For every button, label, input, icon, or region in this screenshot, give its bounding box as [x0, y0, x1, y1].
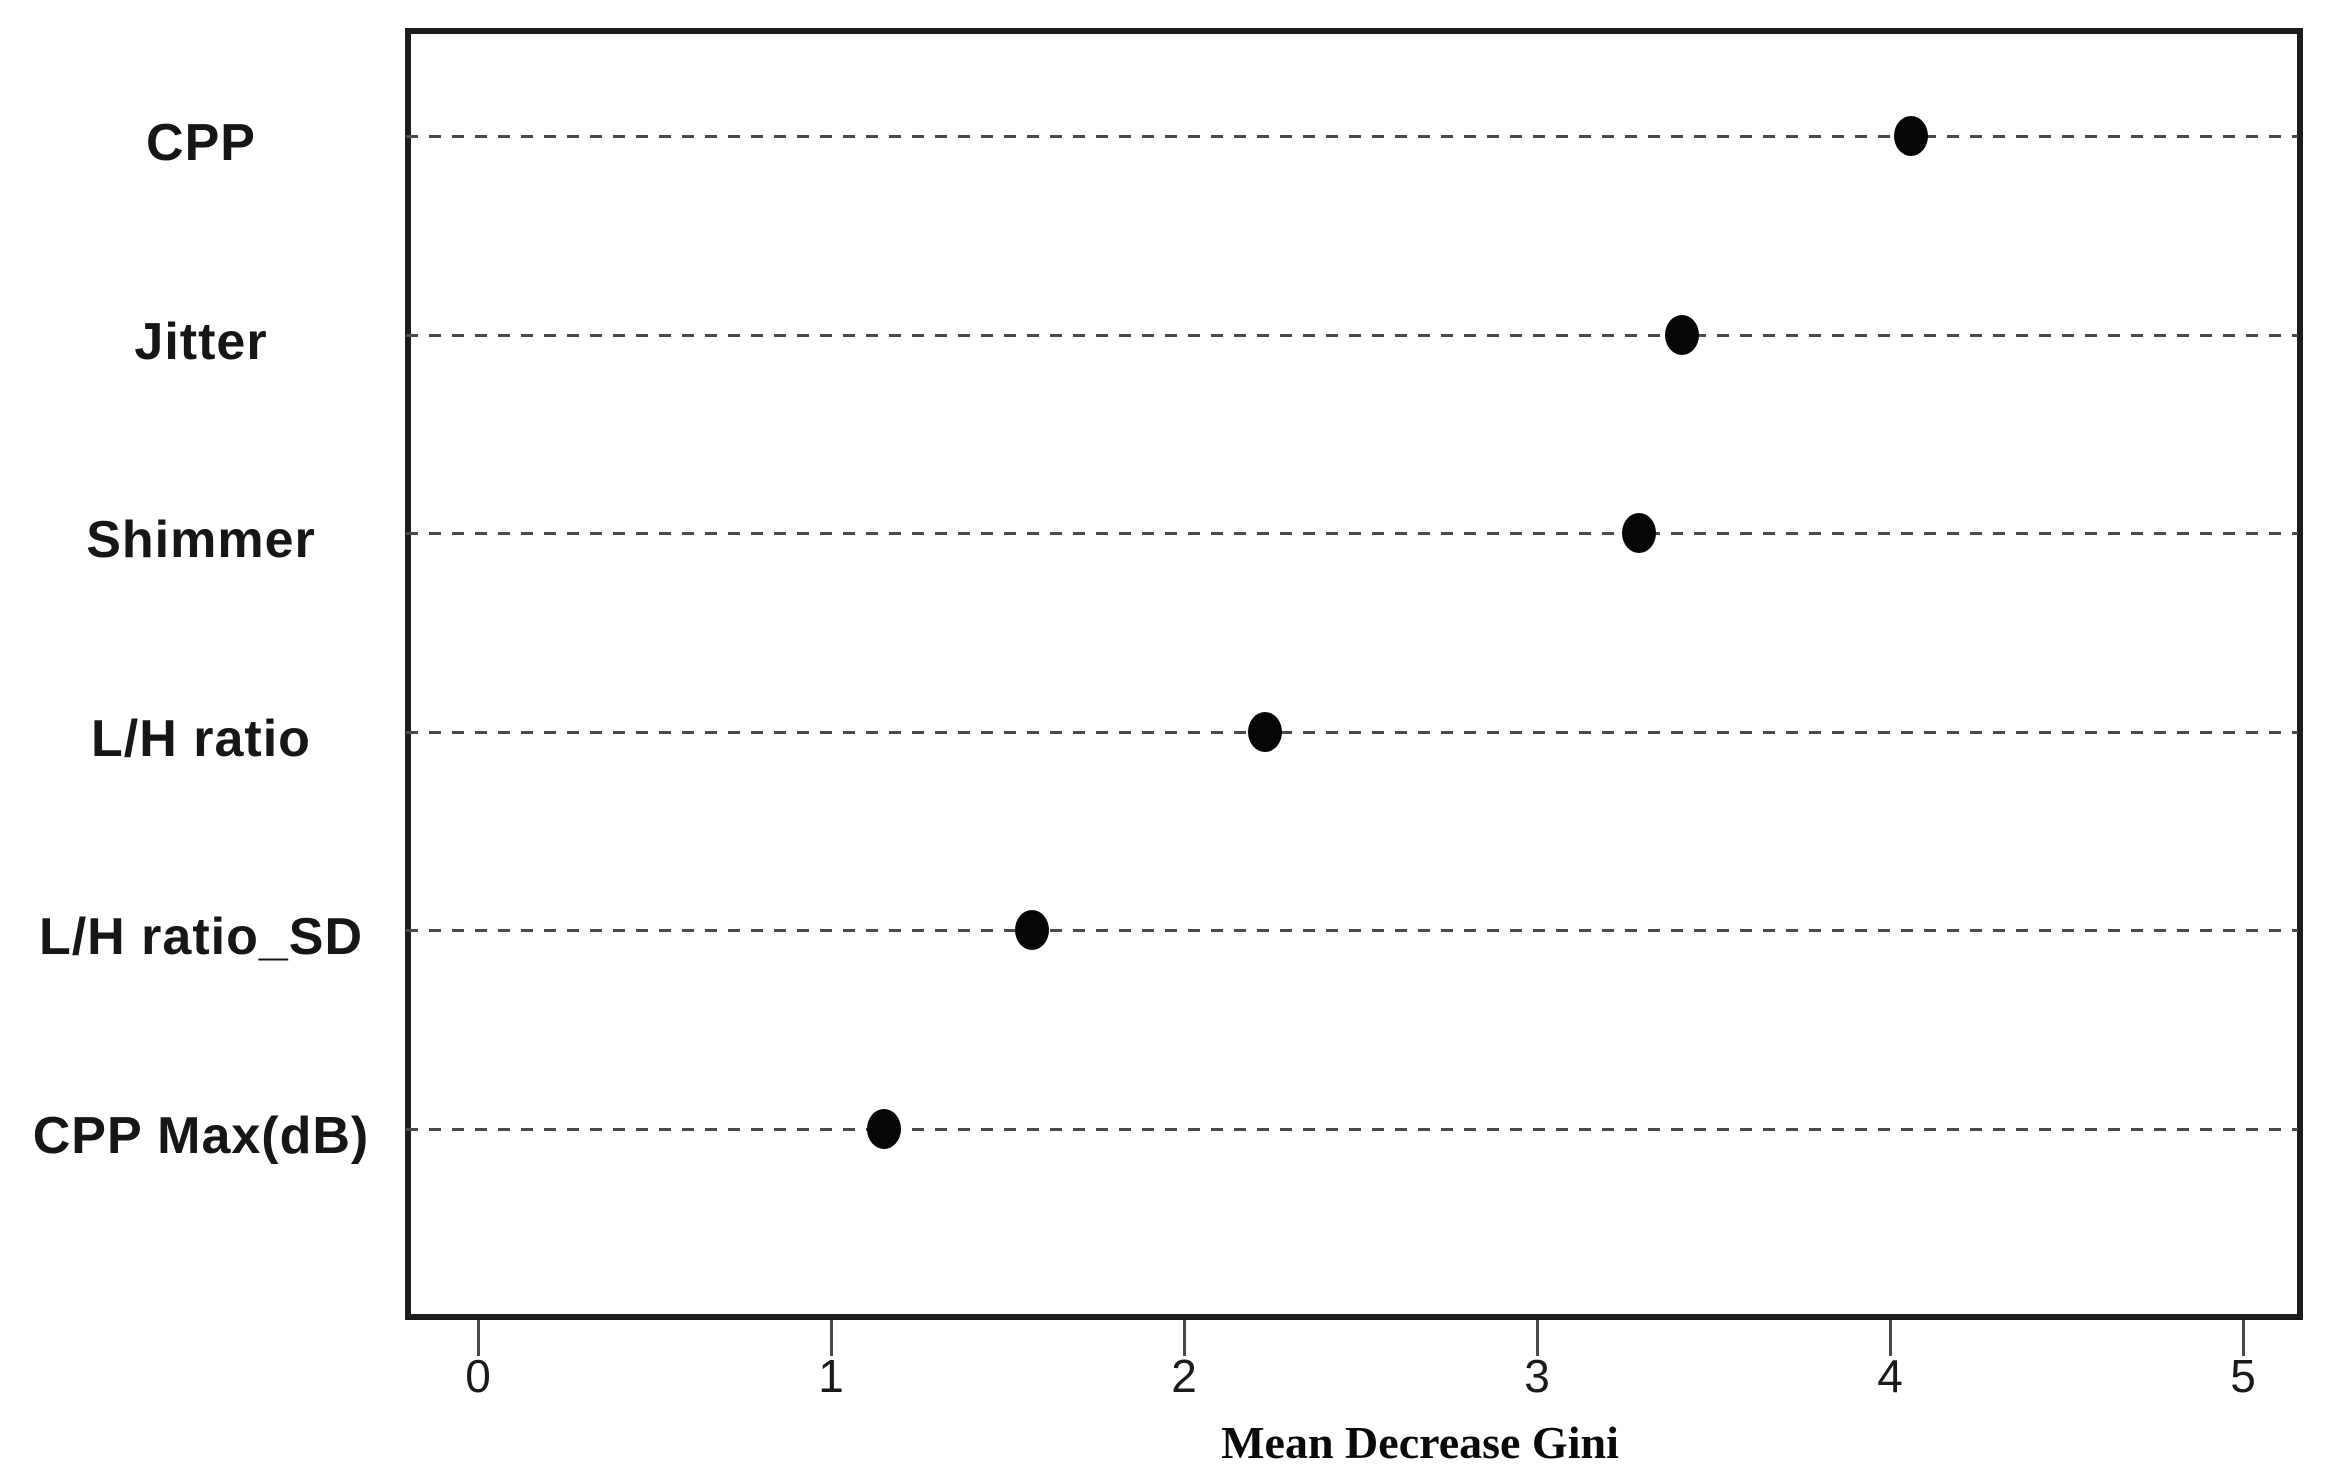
y-axis-category-label: L/H ratio_SD: [38, 908, 364, 966]
x-axis-tick-mark: [2242, 1320, 2245, 1356]
x-axis-tick-label: 3: [1524, 1350, 1550, 1402]
plot-area-border: [405, 28, 2303, 1320]
y-axis-category-label: Shimmer: [86, 511, 316, 569]
gridline: [406, 1128, 2298, 1131]
gridline: [406, 334, 2298, 337]
x-axis-tick-label: 2: [1171, 1350, 1197, 1402]
data-point-dot: [1894, 116, 1928, 156]
gridline: [406, 135, 2298, 138]
x-axis-tick-mark: [477, 1320, 480, 1356]
data-point-dot: [1248, 712, 1282, 752]
x-axis-tick-mark: [1889, 1320, 1892, 1356]
x-axis-tick-mark: [830, 1320, 833, 1356]
data-point-dot: [867, 1109, 901, 1149]
x-axis-tick-label: 4: [1877, 1350, 1903, 1402]
x-axis-tick-mark: [1536, 1320, 1539, 1356]
y-axis-category-label: CPP: [146, 114, 256, 172]
x-axis-title: Mean Decrease Gini: [1221, 1417, 1619, 1468]
gridline: [406, 929, 2298, 932]
x-axis-tick-mark: [1183, 1320, 1186, 1356]
gridline: [406, 532, 2298, 535]
y-axis-category-label: CPP Max(dB): [32, 1107, 370, 1165]
data-point-dot: [1622, 513, 1656, 553]
data-point-dot: [1665, 315, 1699, 355]
x-axis-tick-label: 1: [818, 1350, 844, 1402]
y-axis-category-label: L/H ratio: [91, 710, 311, 768]
y-axis-category-label: Jitter: [134, 313, 268, 371]
data-point-dot: [1015, 910, 1049, 950]
x-axis-tick-label: 5: [2230, 1350, 2256, 1402]
x-axis-tick-label: 0: [465, 1350, 491, 1402]
gridline: [406, 731, 2298, 734]
